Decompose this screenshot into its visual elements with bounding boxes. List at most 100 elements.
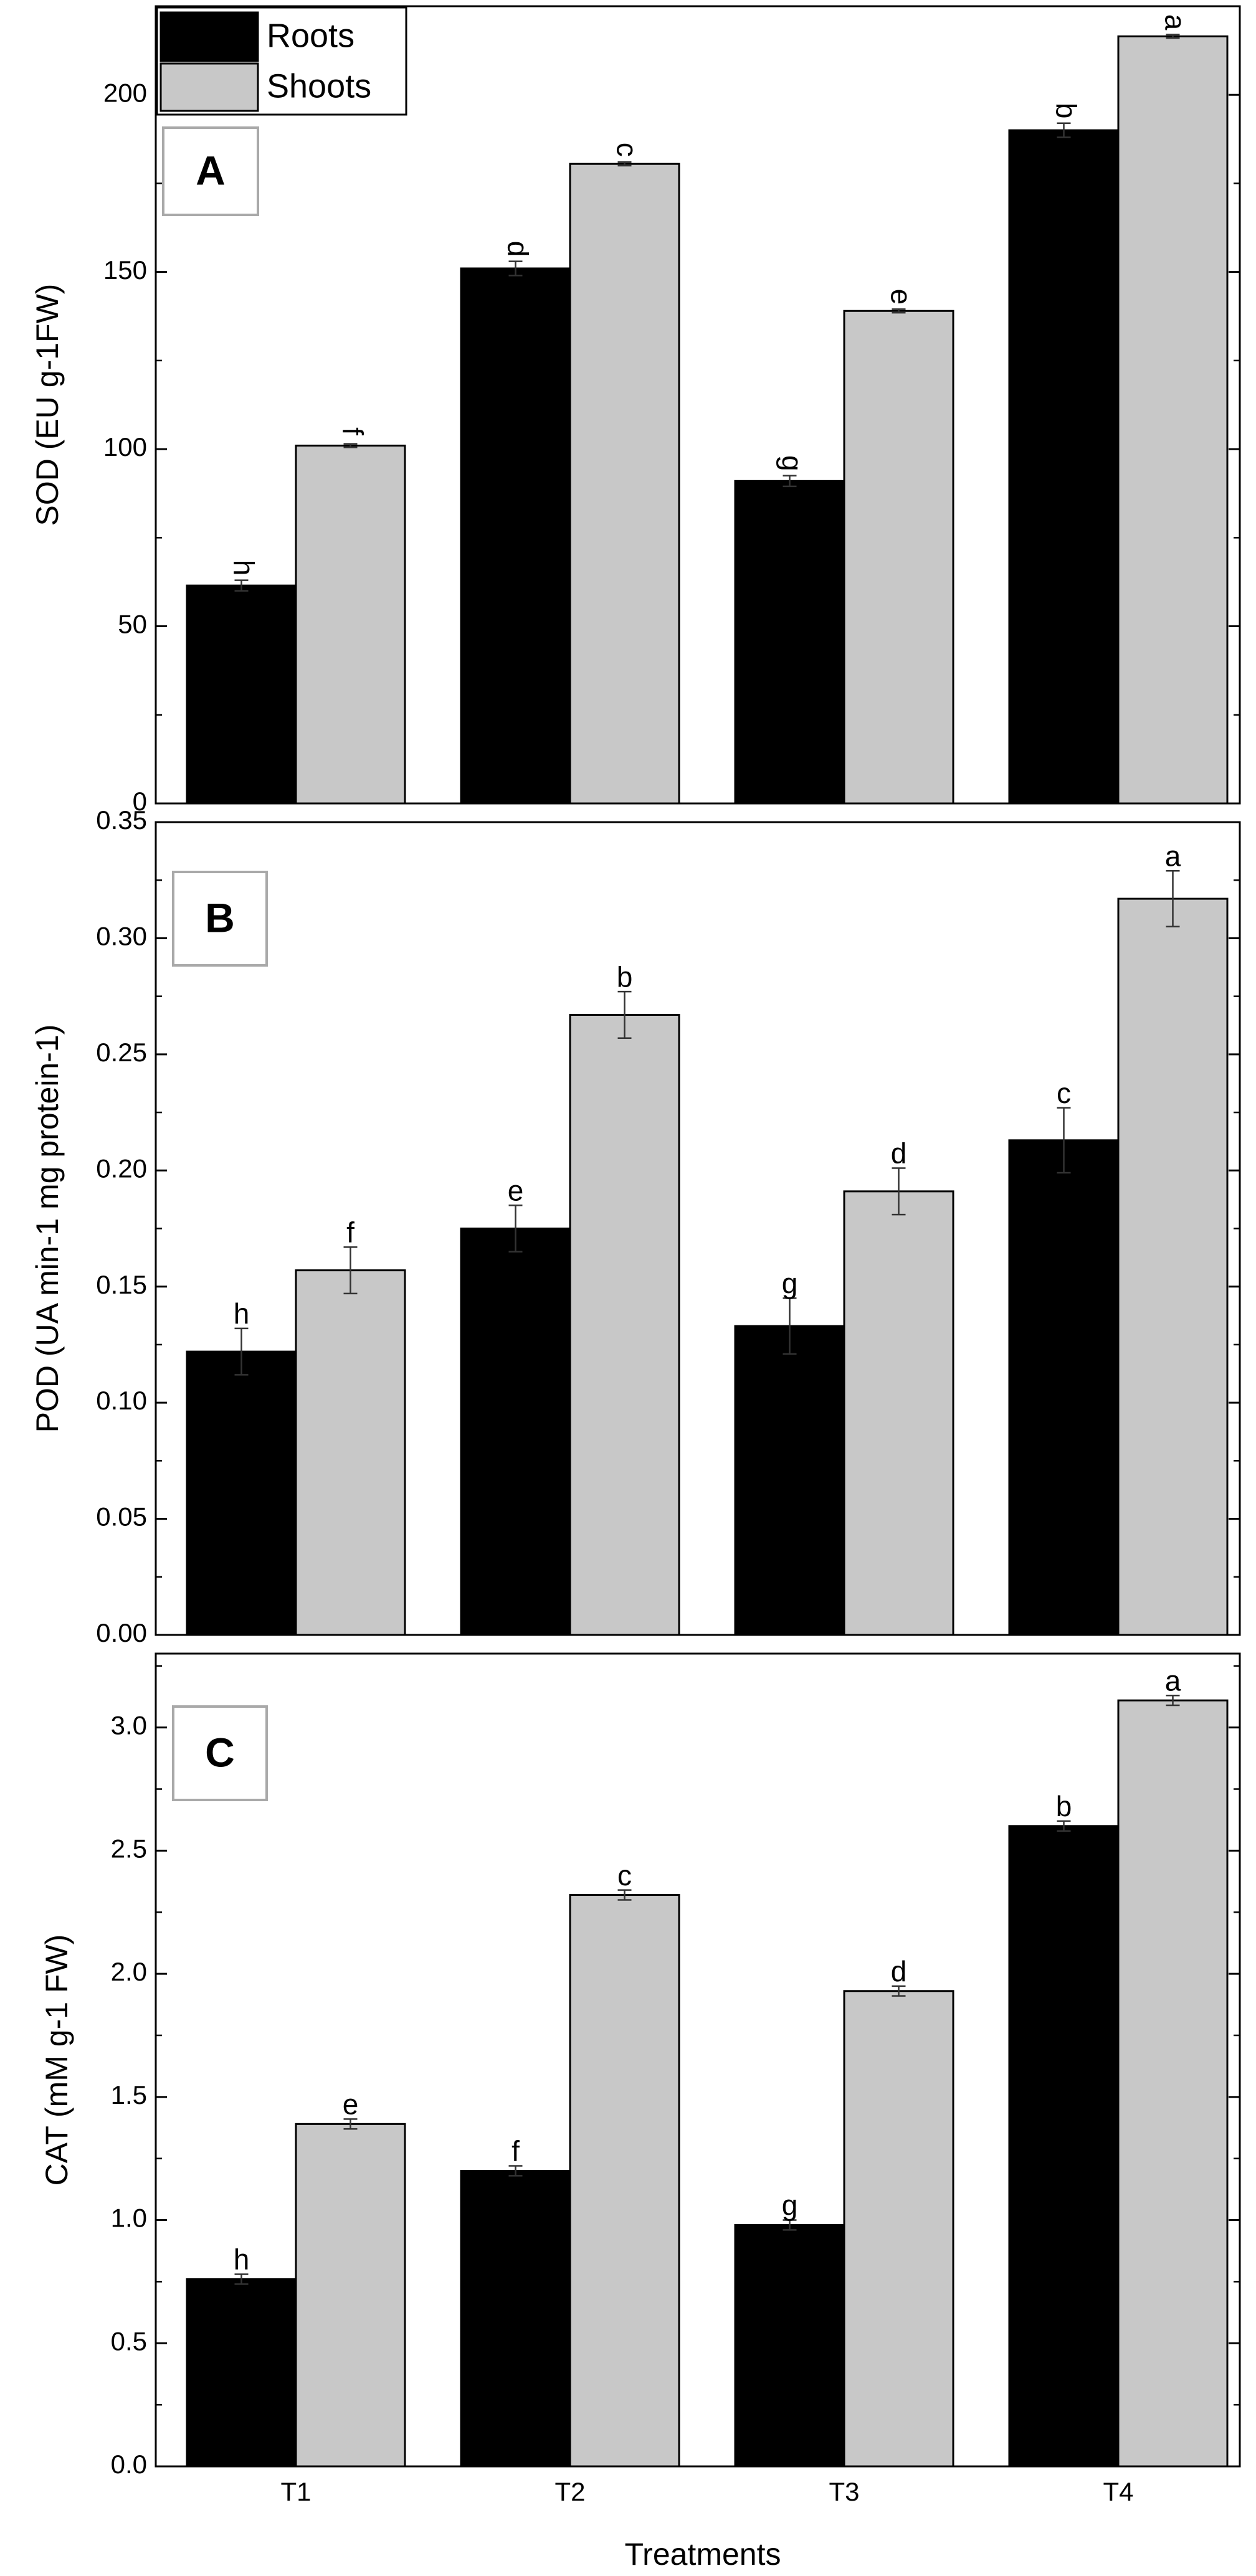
significance-letter-roots-t1: h [234,1297,250,1330]
bar-roots-t3 [734,2223,845,2468]
x-tick-label-t3: T3 [829,2477,859,2506]
y-axis-title: CAT (mM g-1 FW) [39,1934,74,2186]
significance-letter-shoots-t1: e [343,2088,359,2121]
error-bar-roots-t1 [234,2273,249,2285]
legend-swatch-roots [159,11,259,62]
error-bar-shoots-t2 [617,990,632,1039]
bar-roots-t4 [1008,1139,1120,1636]
panel-a: h d g b f c e a 0 50 100 150 200 SOD (EU g-1FW) A [30,5,1241,816]
significance-letter-shoots-t4: a [1159,14,1191,31]
error-bar-shoots-t1 [343,1246,358,1295]
bar-roots-t2 [460,267,571,805]
significance-letter-shoots-t4: a [1165,840,1181,872]
error-bar-shoots-t1 [343,2118,358,2130]
y-tick-label: 100 [103,432,147,462]
x-axis-title: Treatments [624,2537,781,2572]
significance-letter-shoots-t1: f [336,427,369,435]
significance-letter-shoots-t4: a [1165,1664,1181,1697]
error-bar-roots-t4 [1057,1107,1071,1174]
error-bar-shoots-t3 [892,1985,906,1997]
x-tick-label-t4: T4 [1103,2477,1133,2506]
plot-frame [155,5,1241,805]
panel-label-box [172,1705,268,1801]
significance-letter-roots-t4: b [1056,1790,1072,1822]
error-bar-roots-t3 [783,2219,797,2231]
significance-letter-shoots-t3: d [891,1955,907,1987]
legend-swatch-shoots [159,62,259,112]
y-tick-label: 0.30 [96,922,147,951]
panel-label: C [205,1729,235,1775]
y-tick-label: 50 [118,610,147,639]
bar-shoots-t1 [295,444,406,805]
y-tick-label: 0.5 [111,2326,147,2356]
y-tick-label: 0 [133,787,147,816]
error-bar-roots-t2 [508,260,523,277]
significance-letter-shoots-t2: c [617,1859,632,1892]
significance-letter-roots-t2: f [511,2135,520,2167]
y-axis-title: SOD (EU g-1FW) [30,284,65,526]
bar-shoots-t2 [569,1013,680,1636]
y-tick-label: 0.10 [96,1386,147,1415]
bar-shoots-t2 [569,163,680,805]
significance-letter-shoots-t3: e [885,289,917,305]
error-bar-shoots-t2 [617,161,632,167]
x-tick-label-t2: T2 [554,2477,585,2506]
significance-letter-shoots-t2: b [617,960,633,993]
error-bar-shoots-t2 [617,1889,632,1901]
bar-roots-t4 [1008,1825,1120,2468]
bar-shoots-t3 [843,310,954,805]
y-tick-label: 2.5 [111,1834,147,1863]
panel-label: A [196,147,226,193]
error-bar-roots-t2 [508,2165,523,2177]
bar-roots-t1 [186,2278,297,2468]
error-bar-shoots-t4 [1166,34,1180,39]
legend-label-roots: Roots [267,17,354,54]
bar-shoots-t4 [1117,897,1229,1636]
panel-c: h f g b e c d a 0.0 0.5 1.0 1.5 2.0 2.5 3.0 T1 T2 T3 T4 CAT… [39,1652,1241,2506]
y-tick-label: 0.35 [96,805,147,835]
plot-frame [155,1652,1241,2468]
error-bar-roots-t3 [783,1297,797,1355]
bar-shoots-t3 [843,1990,954,2468]
panels: h d g b f c e a 0 50 100 150 200 SOD (EU g-1FW) Ah e g c f… [30,5,1241,2506]
bar-roots-t2 [460,2169,571,2468]
bar-shoots-t4 [1117,35,1229,805]
significance-letter-roots-t1: h [227,560,260,576]
y-tick-label: 0.15 [96,1270,147,1299]
error-bar-shoots-t4 [1166,870,1180,928]
y-tick-label: 1.5 [111,2080,147,2110]
bar-shoots-t1 [295,1269,406,1636]
legend: Roots Shoots [156,6,407,116]
panel-b: h e g c f b d a 0.00 0.05 0.10 0.15 0.20 0.25 0.30 0.35… [30,805,1241,1647]
bar-roots-t2 [460,1228,571,1636]
significance-letter-roots-t3: g [782,1267,798,1300]
significance-letter-roots-t3: g [776,455,808,471]
bar-roots-t3 [734,480,845,805]
y-tick-label: 0.05 [96,1502,147,1532]
error-bar-roots-t1 [234,579,249,592]
panel-label-box [162,126,259,216]
bar-roots-t3 [734,1325,845,1636]
y-tick-label: 3.0 [111,1711,147,1740]
error-bar-roots-t1 [234,1327,249,1376]
y-tick-label: 1.0 [111,2204,147,2233]
significance-letter-shoots-t1: f [346,1216,354,1248]
significance-letter-shoots-t3: d [891,1137,907,1170]
error-bar-roots-t2 [508,1204,523,1253]
y-tick-label: 0.0 [111,2450,147,2479]
bar-shoots-t2 [569,1894,680,2468]
bar-roots-t1 [186,1350,297,1636]
panel-label: B [205,894,235,940]
error-bar-shoots-t3 [892,308,906,314]
error-bar-shoots-t1 [343,443,358,448]
significance-letter-roots-t4: c [1057,1077,1071,1109]
y-tick-label: 0.20 [96,1153,147,1183]
significance-letter-roots-t3: g [782,2189,798,2222]
significance-letter-shoots-t2: c [611,143,643,157]
x-tick-label-t1: T1 [280,2477,311,2506]
y-tick-label: 0.25 [96,1038,147,1067]
significance-letter-roots-t1: h [234,2243,250,2276]
y-tick-label: 150 [103,255,147,285]
error-bar-roots-t3 [783,475,797,488]
